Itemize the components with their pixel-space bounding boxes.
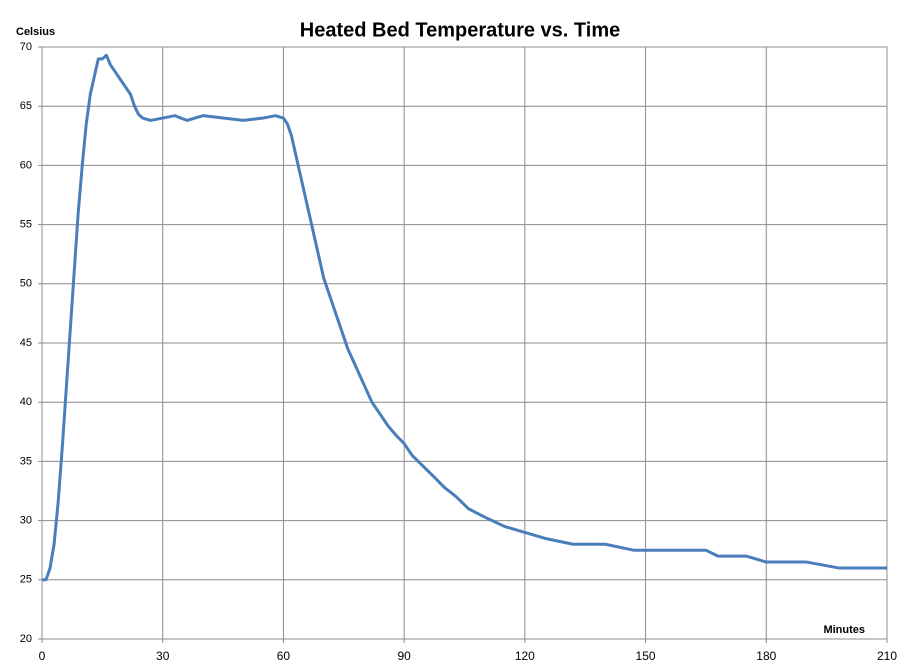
y-tick-label: 70 — [20, 41, 32, 53]
y-tick-label: 30 — [20, 515, 32, 527]
x-tick-label: 120 — [515, 649, 535, 663]
y-tick-label: 60 — [20, 159, 32, 171]
y-tick-label: 45 — [20, 337, 32, 349]
x-tick-label: 60 — [277, 649, 291, 663]
y-tick-label: 35 — [20, 455, 32, 467]
x-tick-label: 180 — [756, 649, 776, 663]
y-tick-label: 25 — [20, 574, 32, 586]
chart-title: Heated Bed Temperature vs. Time — [300, 19, 621, 41]
y-tick-label: 55 — [20, 219, 32, 231]
x-tick-label: 0 — [39, 649, 46, 663]
y-tick-label: 65 — [20, 100, 32, 112]
y-tick-label: 20 — [20, 633, 32, 645]
y-axis-label: Celsius — [16, 26, 55, 38]
x-axis-label: Minutes — [823, 624, 865, 636]
x-tick-label: 150 — [636, 649, 656, 663]
y-tick-label: 40 — [20, 396, 32, 408]
x-tick-label: 210 — [877, 649, 897, 663]
x-tick-label: 30 — [156, 649, 170, 663]
plot-border — [41, 46, 888, 640]
x-tick-label: 90 — [397, 649, 411, 663]
y-tick-label: 50 — [20, 278, 32, 290]
data-line — [42, 53, 887, 582]
